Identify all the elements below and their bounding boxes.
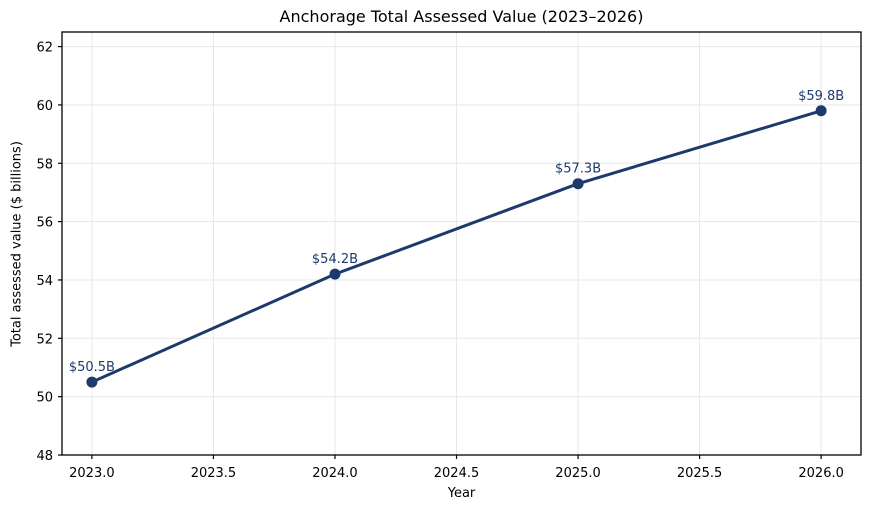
x-tick-label: 2023.5	[191, 466, 237, 481]
data-point-label: $59.8B	[798, 89, 844, 104]
data-point-marker	[329, 268, 341, 280]
y-tick-label: 50	[36, 391, 53, 406]
y-axis-label: Total assessed value ($ billions)	[9, 141, 25, 347]
y-tick-label: 56	[36, 216, 53, 231]
x-tick-label: 2025.5	[677, 466, 723, 481]
y-tick-label: 54	[36, 274, 53, 289]
x-tick-label: 2024.5	[434, 466, 480, 481]
x-tick-label: 2024.0	[312, 466, 358, 481]
y-tick-label: 48	[36, 449, 53, 464]
x-tick-label: 2026.0	[798, 466, 844, 481]
data-point-label: $57.3B	[555, 162, 601, 177]
y-tick-label: 52	[36, 332, 53, 347]
axes-frame	[61, 31, 862, 456]
y-tick-label: 62	[36, 41, 53, 56]
data-point-marker	[572, 178, 584, 190]
x-axis-label: Year	[447, 486, 476, 501]
data-point-label: $54.2B	[312, 252, 358, 267]
data-line	[90, 109, 823, 384]
x-tick-label: 2023.0	[69, 466, 115, 481]
data-point-marker	[86, 376, 98, 388]
x-tick-label: 2025.0	[555, 466, 601, 481]
data-point-marker	[815, 105, 827, 117]
data-point-label: $50.5B	[69, 360, 115, 375]
chart-title: Anchorage Total Assessed Value (2023–202…	[279, 7, 644, 26]
y-tick-label: 58	[36, 157, 53, 172]
y-tick-label: 60	[36, 99, 53, 114]
